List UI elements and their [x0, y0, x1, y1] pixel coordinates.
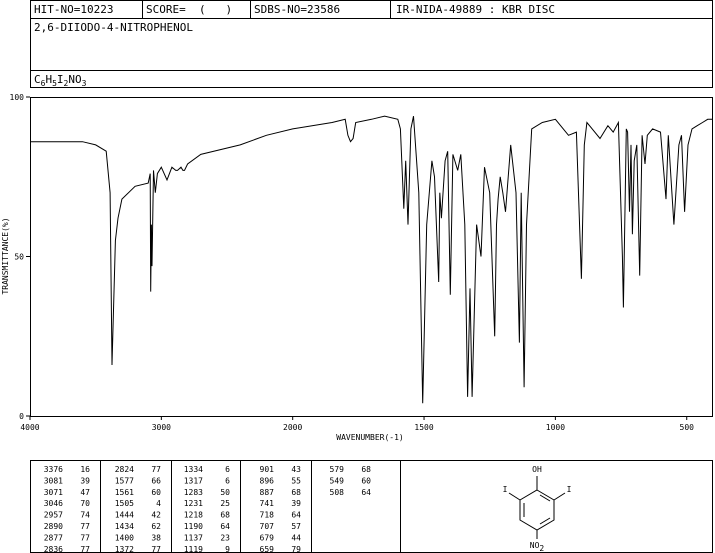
peak-wavenumber: 2877: [44, 533, 63, 542]
peak-intensity: 66: [151, 476, 161, 485]
peak-intensity: 4: [156, 499, 161, 508]
x-axis-label: WAVENUMBER(-1): [336, 433, 403, 442]
peak-intensity: 25: [220, 499, 230, 508]
peak-wavenumber: 1444: [115, 511, 134, 520]
peak-intensity: 77: [151, 545, 161, 553]
peak-wavenumber: 896: [260, 476, 275, 485]
peak-wavenumber: 1119: [184, 545, 203, 553]
peak-intensity: 50: [220, 488, 230, 497]
peak-intensity: 77: [80, 533, 90, 542]
peak-wavenumber: 1137: [184, 533, 203, 542]
peak-wavenumber: 1190: [184, 522, 203, 531]
peak-wavenumber: 741: [260, 499, 275, 508]
peak-intensity: 64: [361, 488, 371, 497]
peak-intensity: 23: [220, 533, 230, 542]
compound-name: 2,6-DIIODO-4-NITROPHENOL: [34, 21, 193, 34]
peak-wavenumber: 1561: [115, 488, 134, 497]
peak-intensity: 6: [225, 476, 230, 485]
peak-intensity: 74: [80, 511, 90, 520]
peak-intensity: 6: [225, 465, 230, 474]
x-tick-label: 2000: [283, 423, 302, 432]
peak-wavenumber: 1334: [184, 465, 203, 474]
peak-wavenumber: 1372: [115, 545, 134, 553]
peak-intensity: 57: [291, 522, 301, 531]
y-tick-label: 50: [14, 253, 24, 262]
peak-intensity: 77: [151, 465, 161, 474]
peak-intensity: 60: [151, 488, 161, 497]
peak-wavenumber: 659: [260, 545, 275, 553]
structure-i-right: I: [567, 485, 572, 494]
peak-intensity: 77: [80, 545, 90, 553]
peak-intensity: 16: [80, 465, 90, 474]
peak-intensity: 43: [291, 465, 301, 474]
peak-wavenumber: 579: [330, 465, 345, 474]
peak-intensity: 55: [291, 476, 301, 485]
spectrum: [30, 115, 713, 404]
peak-wavenumber: 2957: [44, 511, 63, 520]
sdbs-no: SDBS-NO=23586: [254, 3, 340, 16]
peak-intensity: 64: [291, 511, 301, 520]
peak-wavenumber: 2890: [44, 522, 63, 531]
peak-wavenumber: 2836: [44, 545, 63, 553]
structure-i-left: I: [503, 485, 508, 494]
peak-wavenumber: 887: [260, 488, 275, 497]
peak-wavenumber: 1283: [184, 488, 203, 497]
method: IR-NIDA-49889 : KBR DISC: [396, 3, 555, 16]
formula: C6H5I2NO3: [34, 73, 87, 88]
peak-intensity: 47: [80, 488, 90, 497]
hit-no: HIT-NO=10223: [34, 3, 113, 16]
structure-no2: NO2: [530, 541, 545, 553]
peak-intensity: 70: [80, 499, 90, 508]
peak-intensity: 39: [80, 476, 90, 485]
peak-wavenumber: 1505: [115, 499, 134, 508]
peak-intensity: 38: [151, 533, 161, 542]
peak-wavenumber: 901: [260, 465, 275, 474]
x-tick-label: 4000: [20, 423, 39, 432]
peak-wavenumber: 3376: [44, 465, 63, 474]
peak-intensity: 42: [151, 511, 161, 520]
peak-intensity: 77: [80, 522, 90, 531]
peak-wavenumber: 679: [260, 533, 275, 542]
peak-intensity: 62: [151, 522, 161, 531]
peak-wavenumber: 1317: [184, 476, 203, 485]
peak-wavenumber: 3071: [44, 488, 63, 497]
peak-intensity: 9: [225, 545, 230, 553]
peak-intensity: 68: [291, 488, 301, 497]
peak-wavenumber: 1434: [115, 522, 134, 531]
peak-wavenumber: 707: [260, 522, 275, 531]
x-tick-label: 1500: [414, 423, 433, 432]
peak-wavenumber: 1218: [184, 511, 203, 520]
peak-wavenumber: 3046: [44, 499, 63, 508]
peak-wavenumber: 1577: [115, 476, 134, 485]
peak-wavenumber: 2824: [115, 465, 134, 474]
score: SCORE= ( ): [146, 3, 232, 16]
structure-oh: OH: [532, 465, 542, 474]
peak-intensity: 39: [291, 499, 301, 508]
y-tick-label: 0: [19, 412, 24, 421]
peak-wavenumber: 718: [260, 511, 275, 520]
peak-wavenumber: 1231: [184, 499, 203, 508]
peak-wavenumber: 549: [330, 476, 345, 485]
peak-intensity: 68: [220, 511, 230, 520]
x-tick-label: 3000: [152, 423, 171, 432]
peak-wavenumber: 508: [330, 488, 345, 497]
peak-intensity: 79: [291, 545, 301, 553]
peak-intensity: 60: [361, 476, 371, 485]
x-tick-label: 500: [680, 423, 695, 432]
frames: [30, 0, 713, 553]
peak-wavenumber: 3081: [44, 476, 63, 485]
peak-intensity: 44: [291, 533, 301, 542]
y-tick-label: 100: [10, 93, 25, 102]
peak-wavenumber: 1400: [115, 533, 134, 542]
peak-intensity: 68: [361, 465, 371, 474]
x-tick-label: 1000: [546, 423, 565, 432]
structure-bonds: [508, 476, 566, 539]
y-axis-label: TRANSMITTANCE(%): [1, 217, 10, 294]
peak-intensity: 64: [220, 522, 230, 531]
